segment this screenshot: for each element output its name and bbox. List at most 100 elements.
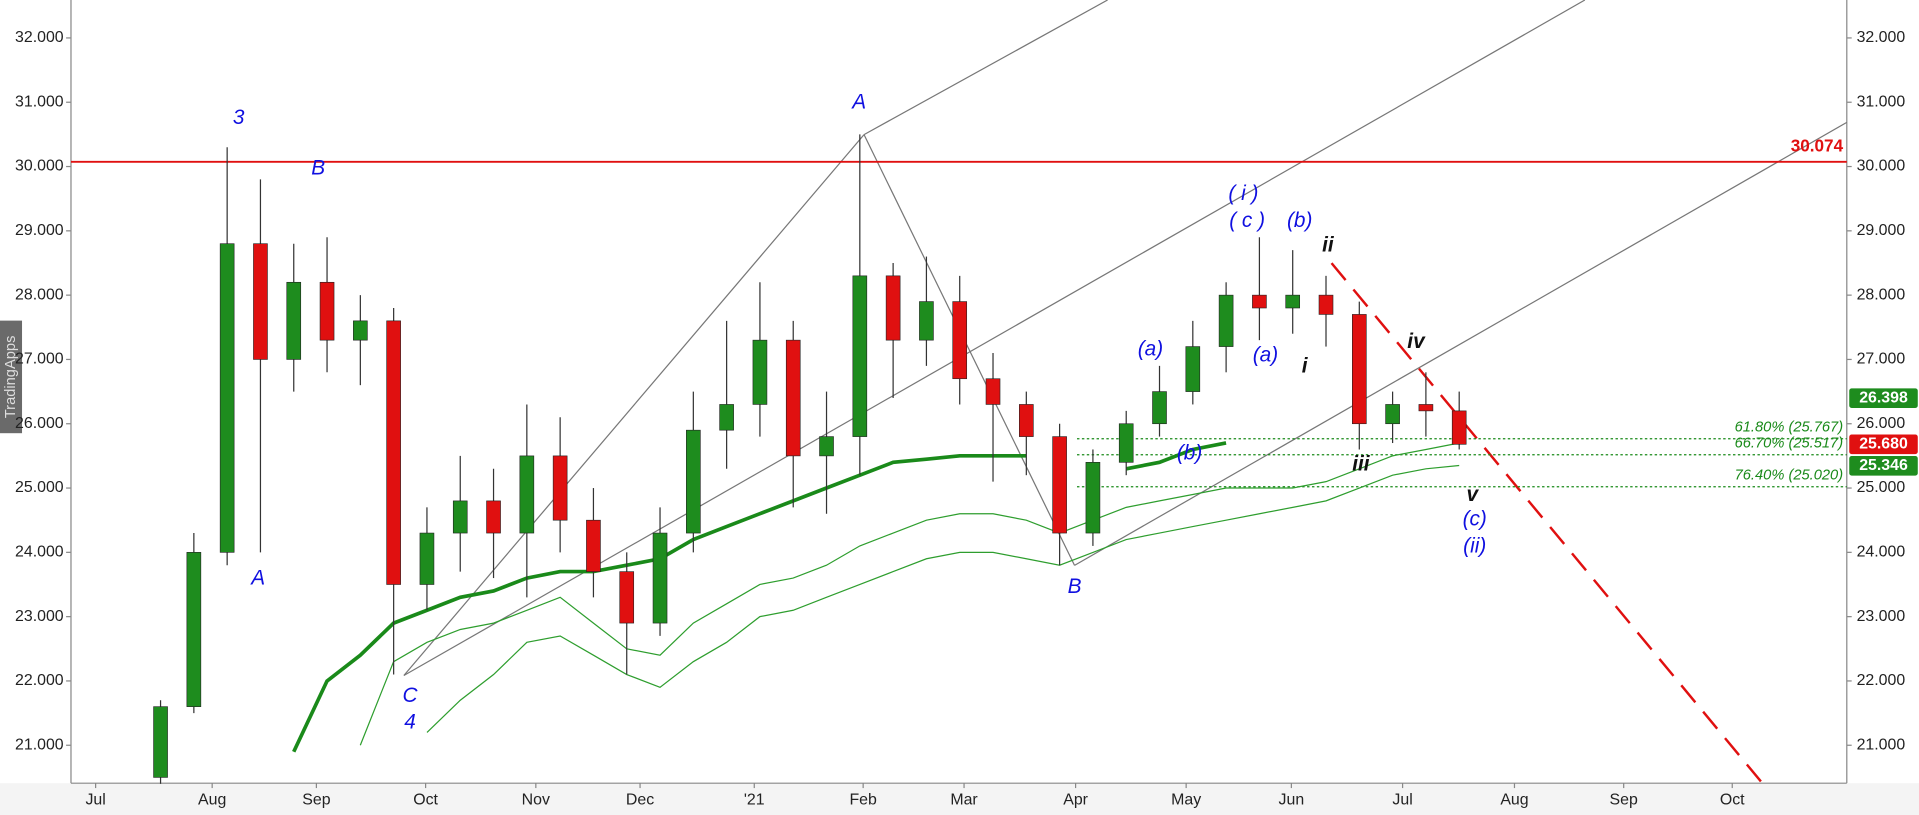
candle-body bbox=[785, 339, 801, 457]
x-tick-label: Oct bbox=[1720, 792, 1745, 809]
moving-average bbox=[359, 442, 1460, 746]
wave-label: (c) bbox=[1463, 508, 1487, 531]
y-tick-label: 31.000 bbox=[1857, 93, 1906, 110]
y-tick-label: 27.000 bbox=[1857, 351, 1906, 368]
trend-line bbox=[863, 134, 1076, 566]
y-tick-label: 22.000 bbox=[15, 672, 64, 689]
wave-label: 3 bbox=[233, 106, 245, 129]
x-tick-label: Oct bbox=[413, 792, 438, 809]
candle-body bbox=[1418, 404, 1434, 412]
x-tick-label: May bbox=[1171, 792, 1201, 809]
x-tick-label: '21 bbox=[744, 792, 765, 809]
candle-body bbox=[952, 301, 968, 380]
candle-body bbox=[586, 519, 601, 572]
watermark-bg bbox=[0, 320, 23, 434]
x-tick-label: Mar bbox=[950, 792, 978, 809]
trend-line bbox=[403, 134, 865, 676]
y-tick-label: 26.000 bbox=[1857, 415, 1906, 432]
candle-body bbox=[1318, 294, 1334, 315]
price-badge-label: 25.346 bbox=[1859, 457, 1908, 474]
fib-level-label: 61.80% (25.767) bbox=[1735, 420, 1844, 436]
wave-label: (a) bbox=[1253, 344, 1278, 367]
y-tick-label: 26.000 bbox=[15, 415, 64, 432]
candle-body bbox=[1152, 391, 1167, 425]
candle-body bbox=[1118, 423, 1134, 463]
candle-body bbox=[1252, 294, 1267, 309]
x-tick-label: Nov bbox=[522, 792, 550, 809]
candle-body bbox=[253, 243, 268, 360]
y-tick-label: 28.000 bbox=[1857, 286, 1906, 303]
y-tick-label: 23.000 bbox=[1857, 608, 1906, 625]
candle-body bbox=[286, 281, 302, 360]
wave-label: ( c ) bbox=[1229, 209, 1265, 232]
wave-label: (b) bbox=[1177, 442, 1202, 465]
wave-label: iv bbox=[1407, 330, 1426, 353]
y-tick-label: 25.000 bbox=[1857, 479, 1906, 496]
fib-level-label: 66.70% (25.517) bbox=[1735, 436, 1844, 452]
down-trend-line bbox=[1330, 262, 1764, 784]
wave-label: v bbox=[1467, 483, 1480, 506]
candle-body bbox=[885, 275, 901, 341]
y-tick-label: 31.000 bbox=[15, 93, 64, 110]
wave-label: A bbox=[850, 90, 866, 113]
y-tick-label: 21.000 bbox=[15, 736, 64, 753]
x-tick-label: Aug bbox=[1500, 792, 1528, 809]
x-tick-label: Feb bbox=[849, 792, 877, 809]
candle-body bbox=[752, 339, 768, 405]
candle-body bbox=[1085, 462, 1101, 534]
y-tick-label: 24.000 bbox=[15, 544, 64, 561]
candle-body bbox=[619, 571, 635, 624]
y-tick-label: 25.000 bbox=[15, 479, 64, 496]
candle-body bbox=[452, 500, 468, 534]
candle-body bbox=[1052, 436, 1067, 534]
wave-label: B bbox=[311, 156, 325, 179]
trend-line bbox=[1074, 121, 1848, 566]
x-tick-label: Jun bbox=[1279, 792, 1305, 809]
candle-body bbox=[319, 281, 335, 341]
x-tick-label: Apr bbox=[1063, 792, 1088, 809]
price-badge bbox=[1849, 388, 1918, 408]
candle-body bbox=[652, 532, 668, 624]
candle-body bbox=[686, 429, 701, 534]
x-tick-label: Jul bbox=[85, 792, 105, 809]
x-tick-label: Sep bbox=[302, 792, 330, 809]
y-tick-label: 28.000 bbox=[15, 286, 64, 303]
price-badge-label: 25.680 bbox=[1859, 436, 1908, 453]
candle-body bbox=[1285, 294, 1301, 309]
candle-body bbox=[153, 706, 168, 778]
candle-body bbox=[1019, 404, 1034, 437]
wave-label: (a) bbox=[1138, 337, 1163, 360]
candle-body bbox=[1352, 314, 1367, 425]
candle-body bbox=[419, 532, 435, 585]
x-tick-label: Jul bbox=[1392, 792, 1412, 809]
y-tick-label: 32.000 bbox=[15, 29, 64, 46]
candle-body bbox=[852, 275, 868, 437]
x-tick-label: Dec bbox=[626, 792, 654, 809]
resistance-label: 30.074 bbox=[1791, 136, 1844, 156]
price-badge-label: 26.398 bbox=[1859, 389, 1908, 406]
candle-body bbox=[386, 320, 401, 585]
candle-body bbox=[552, 455, 568, 521]
candle-body bbox=[819, 436, 834, 457]
candle-body bbox=[1451, 410, 1467, 445]
y-tick-label: 22.000 bbox=[1857, 672, 1906, 689]
x-axis-band bbox=[0, 783, 1919, 815]
trend-line bbox=[863, 0, 1108, 136]
fib-level-label: 76.40% (25.020) bbox=[1735, 468, 1844, 484]
wave-label: (ii) bbox=[1463, 535, 1486, 558]
wave-label: C bbox=[402, 684, 418, 707]
candle-body bbox=[486, 500, 501, 534]
wave-label: (b) bbox=[1287, 209, 1312, 232]
x-tick-label: Sep bbox=[1610, 792, 1638, 809]
wave-label: iii bbox=[1352, 453, 1371, 476]
y-tick-label: 21.000 bbox=[1857, 736, 1906, 753]
candle-body bbox=[219, 243, 235, 553]
wave-label: B bbox=[1068, 575, 1082, 598]
candle-body bbox=[1218, 294, 1234, 347]
y-tick-label: 23.000 bbox=[15, 608, 64, 625]
candle-body bbox=[1185, 346, 1201, 392]
candle-body bbox=[1385, 404, 1400, 425]
